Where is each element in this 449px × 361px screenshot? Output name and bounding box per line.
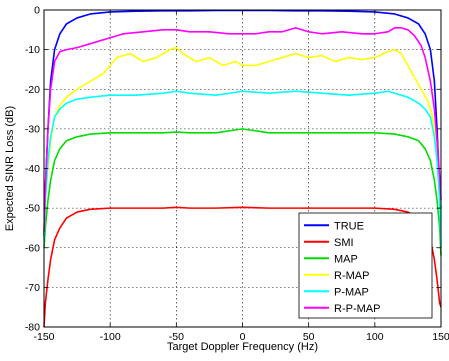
x-tick-label: -50: [169, 331, 184, 343]
legend-label: SMI: [334, 237, 354, 249]
legend-label: P-MAP: [334, 286, 369, 298]
legend-label: R-MAP: [334, 270, 369, 282]
y-tick-label: -70: [25, 282, 40, 294]
x-tick-label: 0: [240, 331, 246, 343]
y-tick-label: -80: [25, 322, 40, 334]
y-tick-label: -60: [25, 242, 40, 254]
legend-label: TRUE: [334, 220, 364, 232]
x-tick-label: -100: [100, 331, 121, 343]
y-tick-label: -20: [25, 84, 40, 96]
legend: TRUE SMI MAP R-MAP P-MAP R-P-MAP: [298, 212, 433, 319]
x-tick-label: -150: [33, 331, 54, 343]
y-tick-label: -10: [25, 44, 40, 56]
series-lines: [43, 9, 442, 328]
legend-label: MAP: [334, 253, 358, 265]
y-axis-label: Expected SINR Loss (dB): [4, 106, 16, 231]
series-line-r-p-map: [43, 27, 442, 232]
series-line-map: [43, 128, 442, 256]
y-tick-label: -30: [25, 123, 40, 135]
x-tick-label: 150: [432, 331, 449, 343]
x-tick-label: 50: [303, 331, 315, 343]
y-tick-label: 0: [34, 5, 40, 17]
y-tick-label: -50: [25, 203, 40, 215]
legend-box: [298, 212, 433, 319]
y-tick-label: -40: [25, 163, 40, 175]
x-tick-label: 100: [366, 331, 384, 343]
series-line-p-map: [43, 90, 442, 248]
legend-label: R-P-MAP: [334, 303, 380, 315]
x-axis-label: Target Doppler Frequency (Hz): [167, 341, 318, 353]
axis-ticks: -150 -100 -50 0 50 100 150 0 -10 -20 -30 -40 -50 -60 -…: [25, 5, 449, 344]
series-line-r-map: [43, 46, 442, 232]
